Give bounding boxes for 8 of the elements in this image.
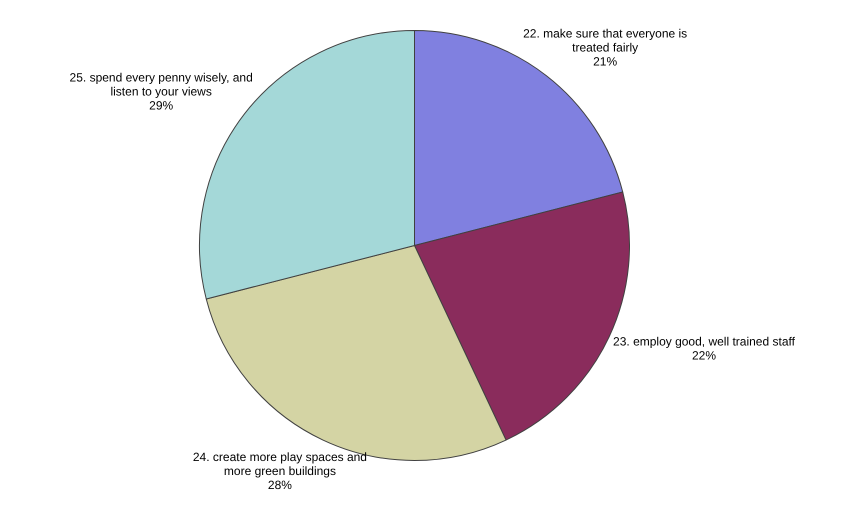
slice-label: 25. spend every penny wisely, and listen to your views	[70, 70, 253, 99]
data-label: 28%	[268, 478, 292, 492]
data-label: 29%	[149, 98, 174, 113]
data-label: 22%	[692, 348, 716, 362]
slice-label: 24. create more play spaces and more green buildings	[192, 450, 367, 478]
data-label: 21%	[593, 54, 618, 68]
slice-label: 23. employ good, well trained staff	[613, 334, 796, 348]
slice-label: 22. make sure that everyone is treated fairly	[523, 26, 688, 54]
